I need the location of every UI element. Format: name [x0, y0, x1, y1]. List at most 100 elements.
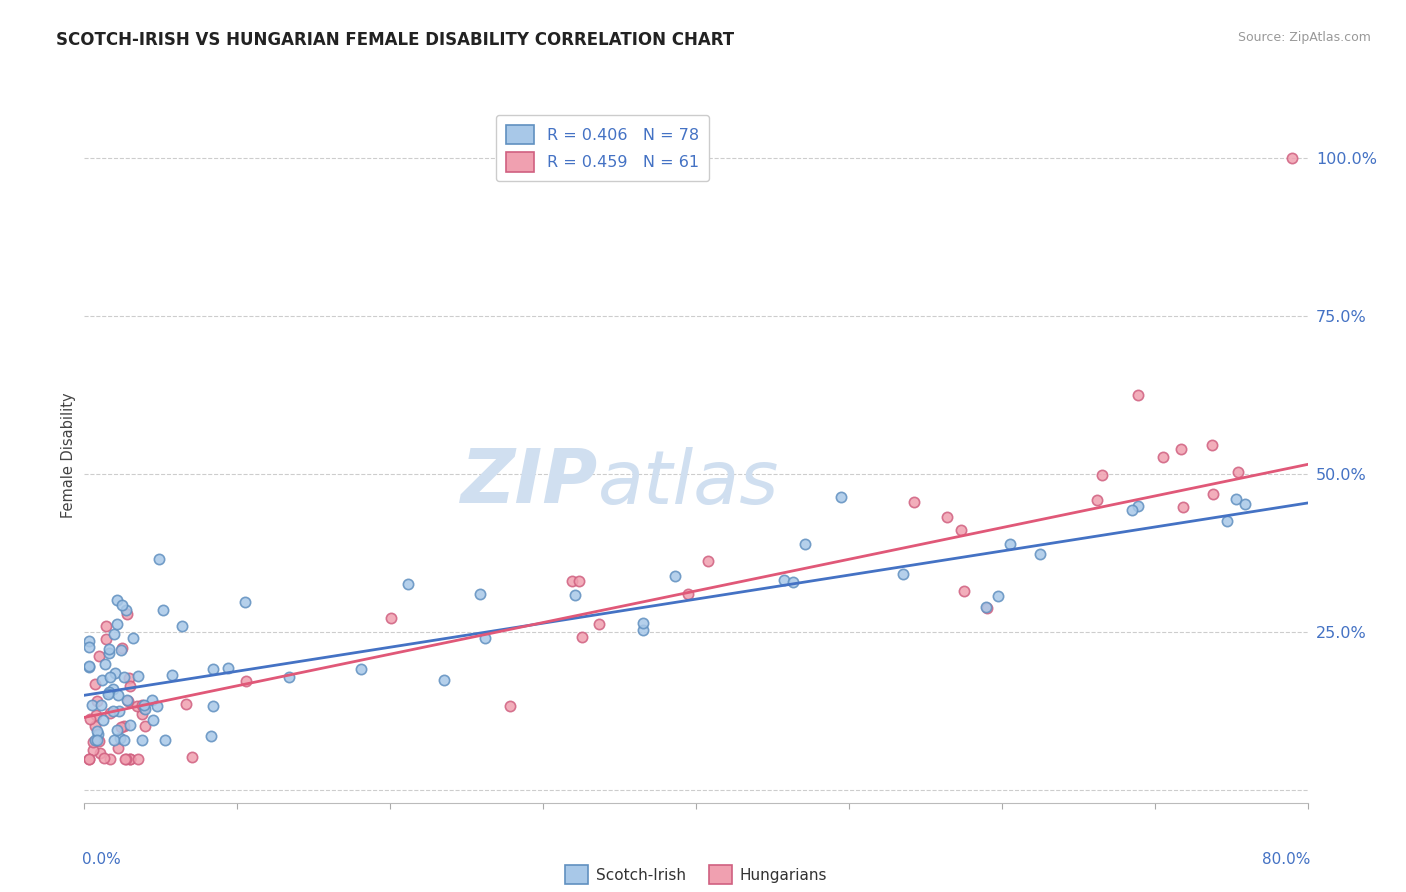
Point: [936, 510, 959, 524]
Point: [97, 685, 120, 699]
Text: SCOTCH-IRISH VS HUNGARIAN FEMALE DISABILITY CORRELATION CHART: SCOTCH-IRISH VS HUNGARIAN FEMALE DISABIL…: [56, 31, 734, 49]
Point: [891, 567, 914, 582]
Point: [631, 623, 654, 637]
Point: [1000, 536, 1022, 550]
Point: [1121, 503, 1143, 517]
Point: [664, 568, 686, 582]
Point: [118, 679, 141, 693]
Point: [474, 631, 496, 645]
Point: [89, 746, 111, 760]
Point: [1281, 151, 1303, 165]
Point: [142, 713, 165, 727]
Text: 80.0%: 80.0%: [1261, 852, 1310, 866]
Point: [86, 724, 108, 739]
Point: [122, 631, 145, 645]
Point: [201, 662, 224, 676]
Point: [101, 681, 124, 696]
Y-axis label: Female Disability: Female Disability: [60, 392, 76, 517]
Point: [1091, 467, 1114, 482]
Point: [110, 731, 132, 745]
Point: [111, 641, 134, 656]
Point: [104, 666, 127, 681]
Point: [115, 751, 138, 765]
Point: [132, 700, 155, 714]
Point: [77, 751, 100, 765]
Point: [77, 659, 100, 673]
Point: [170, 619, 193, 633]
Point: [105, 593, 128, 607]
Point: [82, 735, 104, 749]
Point: [118, 718, 141, 732]
Point: [697, 554, 720, 568]
Point: [148, 551, 170, 566]
Point: [571, 630, 593, 644]
Point: [174, 697, 197, 711]
Point: [114, 603, 136, 617]
Point: [277, 670, 299, 684]
Point: [83, 677, 105, 691]
Point: [152, 603, 174, 617]
Point: [350, 662, 373, 676]
Text: atlas: atlas: [598, 447, 779, 519]
Legend: Scotch-Irish, Hungarians: Scotch-Irish, Hungarians: [560, 859, 832, 890]
Point: [112, 670, 135, 684]
Point: [132, 698, 155, 712]
Point: [98, 670, 121, 684]
Point: [564, 588, 586, 602]
Point: [676, 587, 699, 601]
Point: [86, 732, 108, 747]
Point: [1215, 514, 1237, 528]
Point: [134, 719, 156, 733]
Point: [127, 751, 149, 765]
Point: [90, 698, 112, 712]
Point: [155, 732, 177, 747]
Point: [380, 611, 402, 625]
Point: [120, 751, 142, 765]
Point: [127, 668, 149, 682]
Point: [108, 705, 131, 719]
Point: [115, 693, 138, 707]
Point: [433, 673, 456, 687]
Point: [160, 668, 183, 682]
Point: [110, 599, 132, 613]
Point: [1152, 450, 1174, 465]
Text: Source: ZipAtlas.com: Source: ZipAtlas.com: [1237, 31, 1371, 45]
Point: [77, 640, 100, 654]
Point: [94, 632, 117, 646]
Point: [80, 698, 103, 713]
Point: [86, 694, 108, 708]
Point: [903, 495, 925, 509]
Point: [974, 600, 997, 615]
Point: [125, 699, 148, 714]
Point: [588, 617, 610, 632]
Point: [1225, 492, 1247, 507]
Text: 0.0%: 0.0%: [82, 852, 121, 866]
Point: [115, 607, 138, 621]
Point: [782, 575, 804, 590]
Point: [1173, 500, 1195, 514]
Point: [145, 698, 167, 713]
Point: [468, 587, 491, 601]
Point: [83, 719, 105, 733]
Point: [114, 751, 136, 765]
Point: [91, 713, 114, 727]
Point: [89, 733, 111, 747]
Point: [830, 490, 852, 504]
Point: [82, 743, 104, 757]
Point: [1233, 497, 1256, 511]
Point: [1170, 442, 1192, 456]
Point: [90, 673, 112, 688]
Point: [77, 751, 100, 765]
Point: [118, 672, 141, 686]
Point: [953, 583, 976, 598]
Point: [101, 704, 124, 718]
Point: [217, 660, 239, 674]
Point: [77, 659, 100, 673]
Point: [105, 617, 128, 632]
Point: [773, 574, 796, 588]
Point: [200, 729, 222, 743]
Point: [110, 720, 132, 734]
Point: [498, 698, 520, 713]
Point: [568, 574, 591, 588]
Point: [131, 706, 153, 721]
